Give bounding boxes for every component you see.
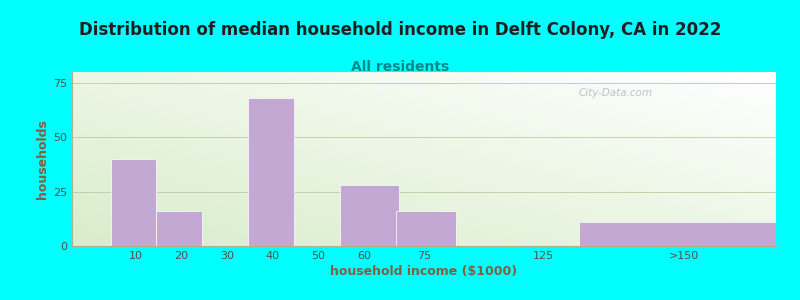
Text: All residents: All residents [351, 60, 449, 74]
Bar [396, 211, 456, 246]
X-axis label: household income ($1000): household income ($1000) [330, 265, 518, 278]
Bar [110, 159, 157, 246]
Bar [248, 98, 294, 246]
Bar [339, 185, 399, 246]
Text: Distribution of median household income in Delft Colony, CA in 2022: Distribution of median household income … [79, 21, 721, 39]
Bar [579, 222, 776, 246]
Y-axis label: households: households [36, 119, 49, 199]
Bar [157, 211, 202, 246]
Text: City-Data.com: City-Data.com [579, 88, 653, 98]
